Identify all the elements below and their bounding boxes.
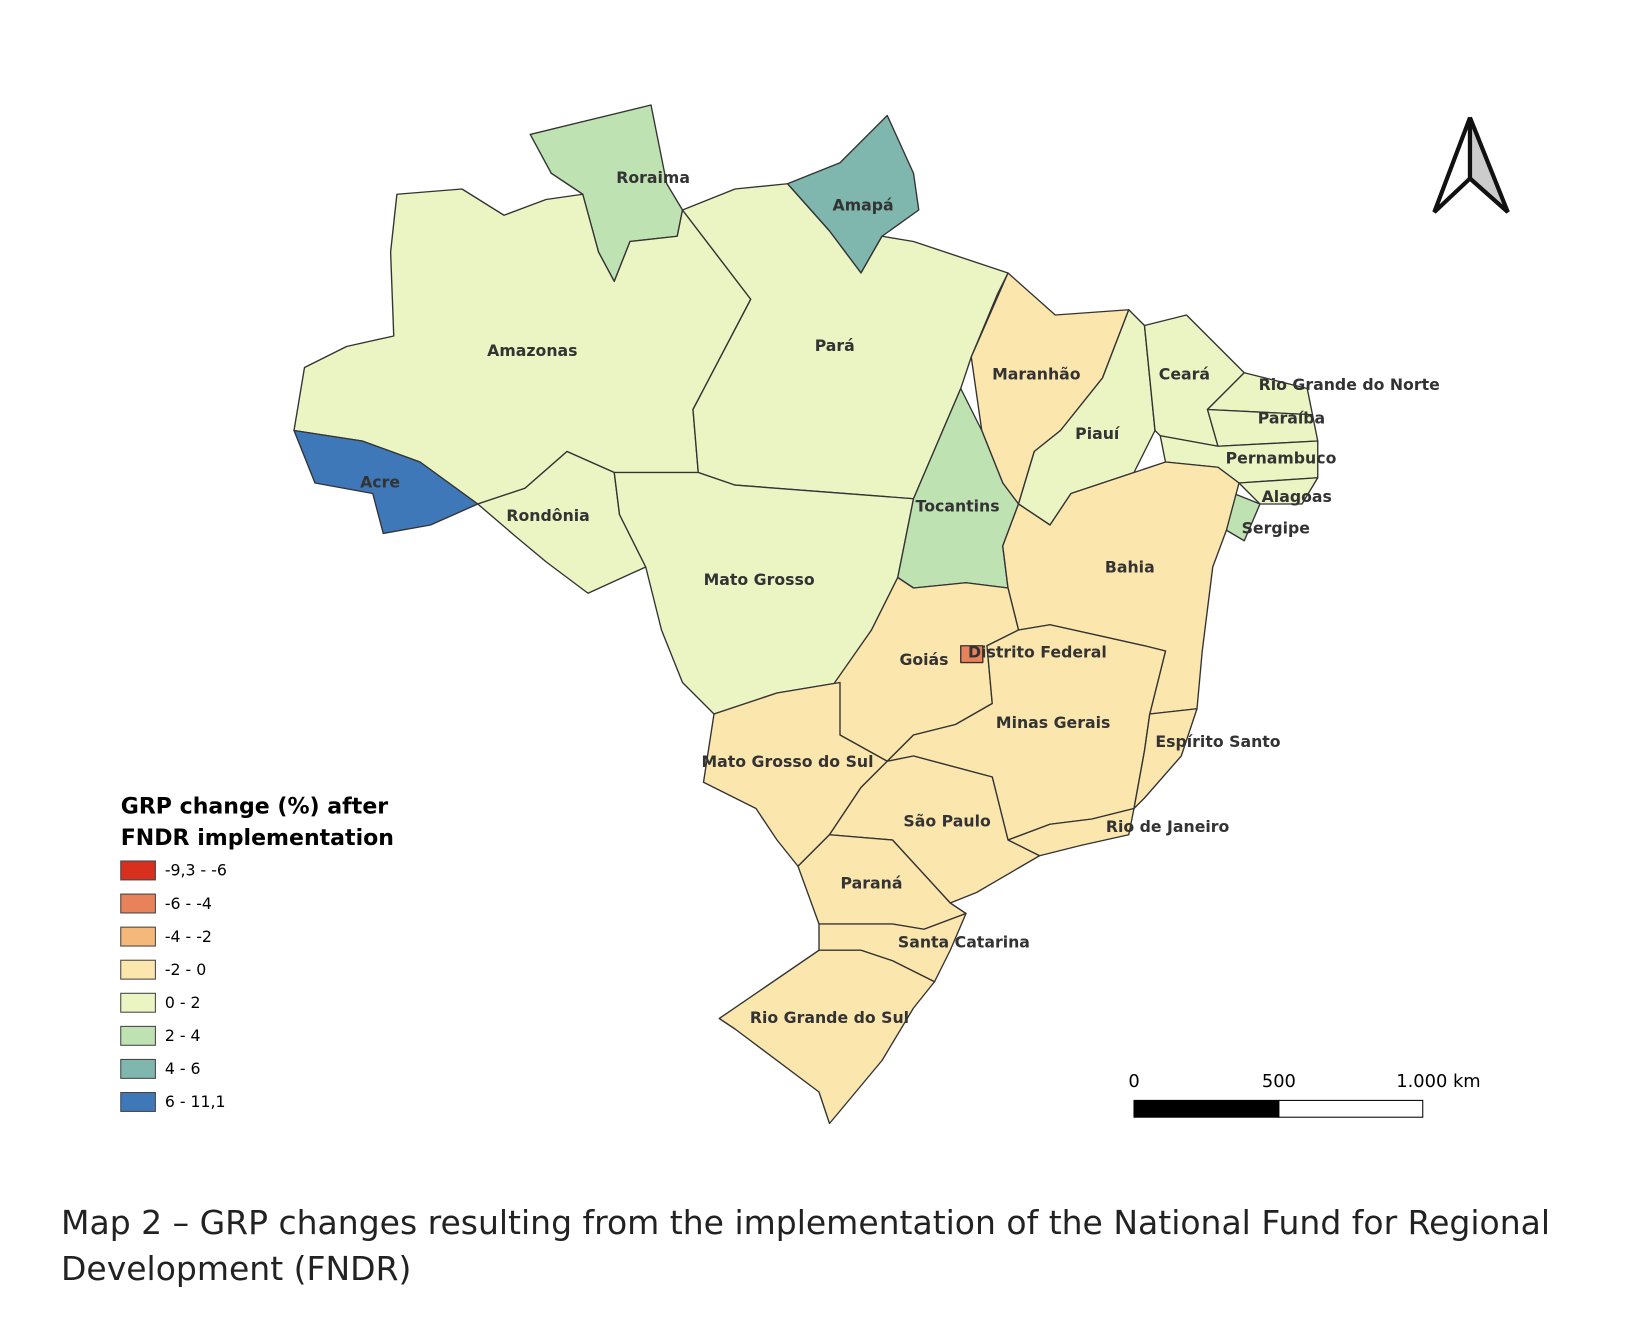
scale-label: 1.000 km bbox=[1396, 1071, 1480, 1092]
legend-title: FNDR implementation bbox=[121, 826, 394, 851]
state bbox=[960, 645, 984, 664]
state-label: Ceará bbox=[1159, 364, 1210, 383]
states bbox=[293, 104, 1319, 1125]
state-label: Mato Grosso do Sul bbox=[701, 752, 873, 771]
state-label: Mato Grosso bbox=[704, 570, 815, 589]
north-arrow bbox=[1432, 116, 1510, 214]
state-label: Piauí bbox=[1075, 424, 1121, 443]
legend-label: 4 - 6 bbox=[165, 1059, 201, 1078]
legend-swatch bbox=[120, 959, 156, 980]
state bbox=[293, 429, 479, 535]
legend-swatch bbox=[120, 926, 156, 947]
state-label: Santa Catarina bbox=[898, 932, 1030, 951]
state bbox=[1238, 477, 1319, 505]
legend: -9,3 - -6 -6 - -4 -4 - -2 -2 - 0 0 - 2 2 - 4 4… bbox=[120, 860, 227, 1112]
legend-label: 2 - 4 bbox=[165, 1026, 201, 1045]
state-label: Rio de Janeiro bbox=[1106, 817, 1230, 836]
legend-swatch bbox=[120, 1025, 156, 1046]
state-label: São Paulo bbox=[903, 812, 991, 831]
state-label: Sergipe bbox=[1242, 519, 1310, 538]
state-label: Espírito Santo bbox=[1155, 732, 1280, 751]
state-label: Amazonas bbox=[487, 341, 577, 360]
scale-label: 0 bbox=[1128, 1071, 1139, 1092]
state-label: Amapá bbox=[833, 195, 894, 214]
state-label: Distrito Federal bbox=[968, 643, 1107, 662]
legend-swatch bbox=[120, 1058, 156, 1079]
legend-label: -4 - -2 bbox=[165, 927, 212, 946]
state-label: Tocantins bbox=[916, 497, 1000, 516]
legend-swatch bbox=[120, 893, 156, 914]
state-label: Maranhão bbox=[992, 364, 1081, 383]
state-label: Rondônia bbox=[506, 506, 589, 525]
state-label: Goiás bbox=[899, 650, 948, 669]
state bbox=[1007, 807, 1135, 857]
scale-bar: 0 500 1.000 km bbox=[1128, 1071, 1481, 1118]
state-label: Acre bbox=[360, 472, 400, 491]
state-label: Roraima bbox=[616, 168, 690, 187]
state-label: Rio Grande do Norte bbox=[1259, 375, 1440, 394]
state-label: Paraíba bbox=[1258, 408, 1325, 427]
legend-title: GRP change (%) after bbox=[121, 795, 389, 820]
state-label: Minas Gerais bbox=[996, 713, 1110, 732]
legend-swatch bbox=[120, 860, 156, 881]
state bbox=[1133, 708, 1198, 810]
state-label: Paraná bbox=[841, 874, 903, 893]
legend-label: 0 - 2 bbox=[165, 993, 201, 1012]
map-group: Roraima Amapá Amazonas Acre Rondônia Pará Mato… bbox=[120, 104, 1510, 1125]
legend-label: -9,3 - -6 bbox=[165, 861, 227, 880]
state bbox=[718, 949, 936, 1125]
state-label: Pará bbox=[815, 336, 855, 355]
caption: Map 2 – GRP changes resulting from the i… bbox=[61, 1203, 1551, 1288]
legend-label: -6 - -4 bbox=[165, 894, 212, 913]
scale-label: 500 bbox=[1262, 1071, 1296, 1092]
state-label: Pernambuco bbox=[1226, 448, 1337, 467]
state-label: Alagoas bbox=[1262, 487, 1332, 506]
state-labels: Roraima Amapá Amazonas Acre Rondônia Pará Mato… bbox=[360, 168, 1440, 1027]
legend-swatch bbox=[120, 992, 156, 1013]
state bbox=[828, 755, 1041, 904]
legend-swatch bbox=[120, 1091, 156, 1112]
state bbox=[681, 183, 1009, 500]
legend-label: 6 - 11,1 bbox=[165, 1092, 226, 1111]
state-label: Rio Grande do Sul bbox=[750, 1008, 909, 1027]
state-label: Bahia bbox=[1105, 558, 1155, 577]
legend-label: -2 - 0 bbox=[165, 960, 206, 979]
